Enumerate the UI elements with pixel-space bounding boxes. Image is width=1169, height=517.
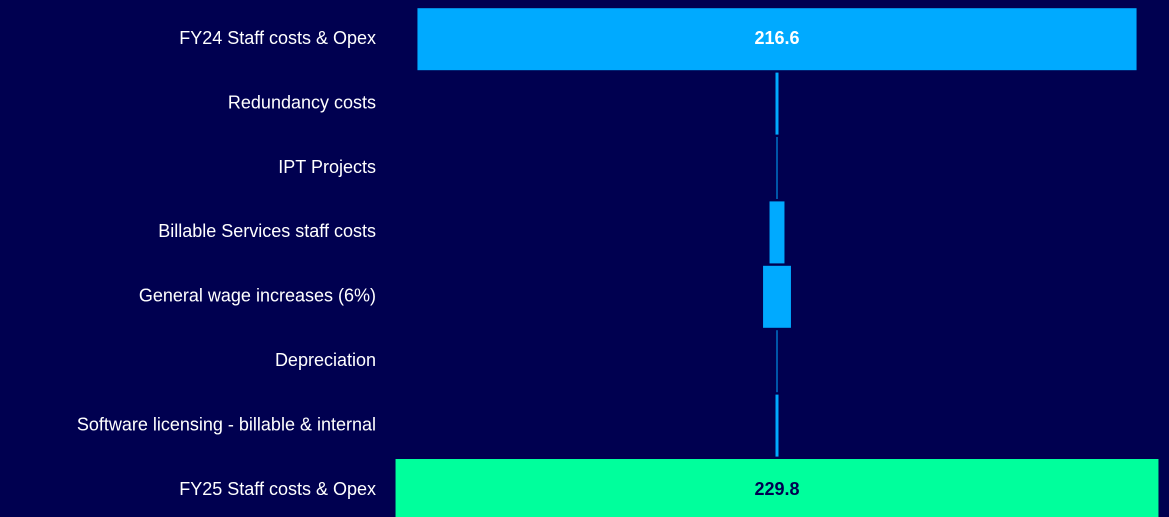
category-label: Redundancy costs — [228, 92, 376, 112]
value-label: 216.6 — [754, 28, 799, 48]
category-label: Billable Services staff costs — [158, 221, 376, 241]
category-label: FY24 Staff costs & Opex — [179, 28, 376, 48]
bar — [395, 459, 1159, 517]
category-label: General wage increases (6%) — [139, 286, 376, 306]
value-label: 229.8 — [754, 479, 799, 499]
category-label: FY25 Staff costs & Opex — [179, 479, 376, 499]
bar — [776, 137, 778, 199]
bar — [775, 72, 779, 135]
category-label: Software licensing - billable & internal — [77, 414, 376, 434]
bar — [775, 394, 779, 457]
category-label: Depreciation — [275, 350, 376, 370]
bar — [769, 201, 785, 264]
category-label: IPT Projects — [278, 157, 376, 177]
bar — [417, 8, 1137, 71]
bar — [763, 265, 791, 328]
bar — [776, 330, 778, 393]
